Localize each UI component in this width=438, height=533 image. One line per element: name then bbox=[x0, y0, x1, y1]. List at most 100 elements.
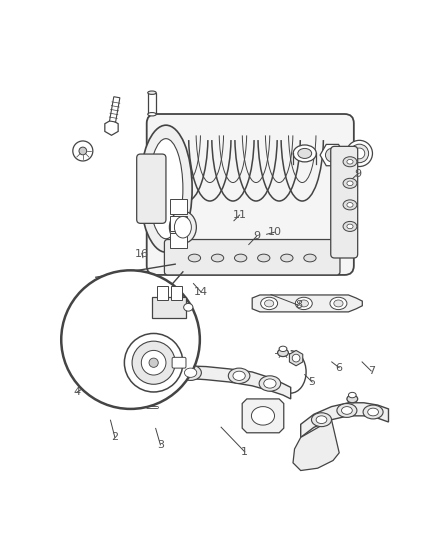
Ellipse shape bbox=[174, 216, 191, 238]
Ellipse shape bbox=[259, 376, 281, 391]
FancyBboxPatch shape bbox=[170, 216, 187, 231]
Text: 7: 7 bbox=[367, 366, 375, 376]
Text: 2: 2 bbox=[111, 432, 118, 442]
Polygon shape bbox=[290, 350, 303, 366]
Text: 12: 12 bbox=[140, 200, 154, 211]
Ellipse shape bbox=[184, 303, 193, 311]
Ellipse shape bbox=[346, 140, 372, 166]
FancyBboxPatch shape bbox=[137, 154, 166, 223]
Ellipse shape bbox=[343, 157, 357, 167]
Ellipse shape bbox=[251, 407, 275, 425]
Text: 9: 9 bbox=[253, 231, 260, 241]
Ellipse shape bbox=[349, 392, 356, 398]
Polygon shape bbox=[320, 144, 345, 166]
Ellipse shape bbox=[347, 203, 353, 207]
Ellipse shape bbox=[258, 254, 270, 262]
Text: 5: 5 bbox=[309, 377, 316, 387]
Ellipse shape bbox=[170, 211, 196, 244]
Ellipse shape bbox=[363, 405, 383, 419]
Ellipse shape bbox=[311, 413, 332, 426]
Polygon shape bbox=[105, 120, 118, 135]
Ellipse shape bbox=[148, 91, 156, 94]
Ellipse shape bbox=[299, 300, 308, 307]
Ellipse shape bbox=[295, 297, 312, 310]
Ellipse shape bbox=[234, 254, 247, 262]
FancyBboxPatch shape bbox=[158, 287, 168, 300]
Circle shape bbox=[79, 147, 87, 155]
Text: 3: 3 bbox=[157, 440, 164, 450]
Circle shape bbox=[116, 340, 131, 355]
Text: 11: 11 bbox=[233, 210, 247, 220]
Circle shape bbox=[61, 270, 200, 409]
Polygon shape bbox=[242, 399, 284, 433]
FancyBboxPatch shape bbox=[172, 357, 186, 368]
Ellipse shape bbox=[148, 374, 161, 383]
Ellipse shape bbox=[281, 254, 293, 262]
Ellipse shape bbox=[343, 179, 357, 188]
Text: 1: 1 bbox=[241, 447, 248, 457]
Ellipse shape bbox=[261, 297, 278, 310]
Text: 4: 4 bbox=[73, 387, 80, 397]
Ellipse shape bbox=[212, 254, 224, 262]
Ellipse shape bbox=[148, 112, 156, 116]
Ellipse shape bbox=[334, 300, 343, 307]
Polygon shape bbox=[131, 366, 291, 399]
Ellipse shape bbox=[343, 221, 357, 231]
FancyBboxPatch shape bbox=[331, 147, 358, 258]
Polygon shape bbox=[293, 419, 339, 471]
Ellipse shape bbox=[144, 370, 165, 386]
Ellipse shape bbox=[347, 224, 353, 229]
Text: 13: 13 bbox=[175, 321, 189, 332]
Ellipse shape bbox=[350, 144, 369, 163]
Text: 14: 14 bbox=[194, 287, 208, 297]
Ellipse shape bbox=[367, 408, 378, 416]
Ellipse shape bbox=[188, 254, 201, 262]
Ellipse shape bbox=[316, 416, 327, 424]
Ellipse shape bbox=[354, 148, 365, 159]
Ellipse shape bbox=[278, 349, 288, 357]
Circle shape bbox=[325, 148, 339, 162]
Text: 15: 15 bbox=[111, 301, 125, 311]
Ellipse shape bbox=[265, 300, 274, 307]
Ellipse shape bbox=[304, 254, 316, 262]
Circle shape bbox=[132, 341, 175, 384]
Text: 16: 16 bbox=[135, 248, 149, 259]
Circle shape bbox=[149, 358, 158, 367]
Ellipse shape bbox=[347, 181, 353, 185]
Ellipse shape bbox=[180, 365, 201, 381]
FancyBboxPatch shape bbox=[164, 239, 340, 275]
Ellipse shape bbox=[293, 145, 316, 162]
Ellipse shape bbox=[233, 371, 245, 381]
Ellipse shape bbox=[184, 368, 197, 377]
Ellipse shape bbox=[347, 159, 353, 164]
Ellipse shape bbox=[337, 403, 357, 417]
Polygon shape bbox=[111, 374, 122, 386]
Text: 10: 10 bbox=[267, 227, 281, 237]
FancyBboxPatch shape bbox=[170, 199, 187, 214]
FancyBboxPatch shape bbox=[147, 114, 354, 275]
Ellipse shape bbox=[330, 297, 347, 310]
Ellipse shape bbox=[298, 148, 312, 158]
FancyBboxPatch shape bbox=[152, 296, 186, 318]
Ellipse shape bbox=[140, 125, 192, 252]
Text: 9: 9 bbox=[354, 169, 361, 179]
Circle shape bbox=[120, 344, 127, 350]
Ellipse shape bbox=[347, 395, 358, 403]
Circle shape bbox=[73, 141, 93, 161]
FancyBboxPatch shape bbox=[170, 232, 187, 248]
Ellipse shape bbox=[264, 379, 276, 388]
FancyBboxPatch shape bbox=[171, 287, 182, 300]
Text: 6: 6 bbox=[336, 362, 343, 373]
Polygon shape bbox=[110, 96, 120, 122]
Polygon shape bbox=[118, 381, 138, 398]
Circle shape bbox=[292, 354, 300, 362]
Ellipse shape bbox=[279, 346, 287, 352]
Ellipse shape bbox=[149, 139, 183, 239]
Ellipse shape bbox=[342, 407, 352, 414]
FancyBboxPatch shape bbox=[148, 93, 156, 114]
Circle shape bbox=[141, 350, 166, 375]
Ellipse shape bbox=[228, 368, 250, 384]
Polygon shape bbox=[252, 295, 362, 312]
Text: 8: 8 bbox=[295, 300, 302, 310]
Ellipse shape bbox=[343, 200, 357, 210]
